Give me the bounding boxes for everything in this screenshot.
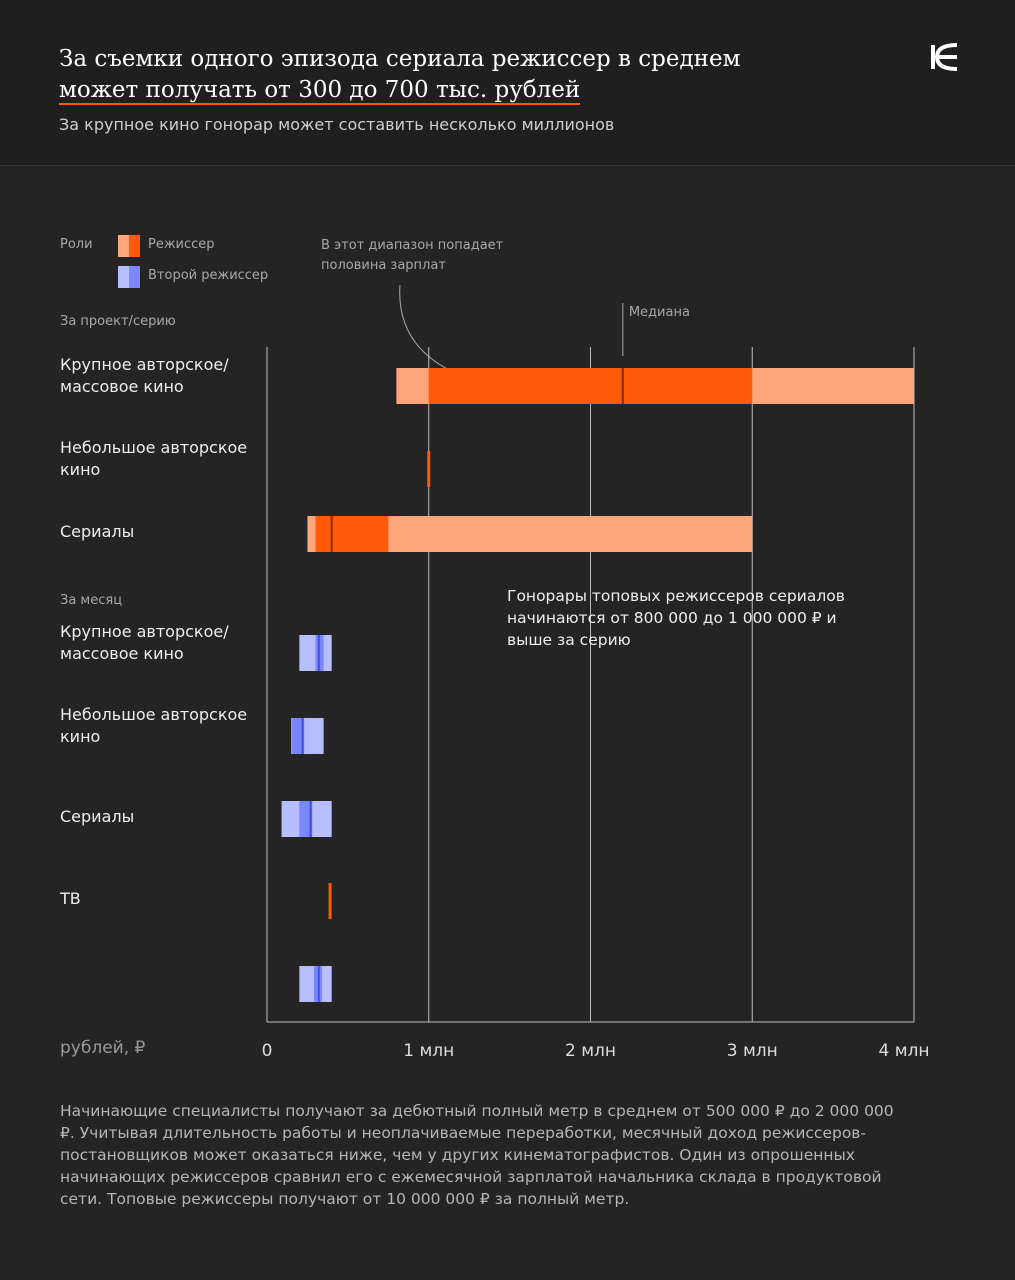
median-mark (301, 718, 304, 754)
median-mark (621, 368, 624, 404)
value-mark (328, 883, 332, 919)
title-line: За съемки одного эпизода сериала режиссе… (59, 46, 741, 72)
group-label: За месяц (60, 593, 123, 608)
x-tick-label: 0 (262, 1041, 273, 1061)
median-mark (317, 966, 320, 1002)
row-label: Небольшое авторское кино (60, 438, 248, 479)
interquartile-bar (315, 516, 389, 552)
legend-swatch (129, 266, 140, 288)
header: За съемки одного эпизода сериала режиссе… (0, 0, 1015, 166)
group-label: За проект/серию (60, 314, 176, 329)
logo (931, 43, 958, 71)
x-tick-label: 2 млн (565, 1041, 616, 1061)
x-axis-label: рублей, ₽ (60, 1038, 146, 1058)
x-tick-label: 1 млн (403, 1041, 454, 1061)
logo-mark (931, 43, 958, 71)
legend-swatch (129, 235, 140, 257)
median-mark (309, 801, 312, 837)
title: За съемки одного эпизода сериала режиссе… (59, 44, 879, 106)
interquartile-bar (292, 718, 305, 754)
median-mark (317, 635, 320, 671)
annotation-median: Медиана (628, 305, 690, 320)
row-label: Небольшое авторское кино (60, 705, 248, 746)
x-tick-label: 3 млн (727, 1041, 778, 1061)
legend-swatch (118, 235, 129, 257)
row-label: Сериалы (60, 522, 135, 541)
row-label: ТВ (60, 889, 81, 908)
annotation-range: В этот диапазон попадает половина зарпла… (321, 238, 504, 273)
annotation-note: Гонорары топовых режиссеров сериалов нач… (507, 587, 845, 649)
legend-label: Второй режиссер (148, 268, 269, 283)
legend-title: Роли (60, 237, 93, 252)
footnote: Начинающие специалисты получают за дебют… (60, 1102, 894, 1208)
row-label: Крупное авторское/ массовое кино (60, 622, 229, 663)
value-mark (427, 451, 431, 487)
row-label: Крупное авторское/ массовое кино (60, 355, 229, 396)
median-mark (330, 516, 333, 552)
legend-label: Режиссер (148, 237, 215, 252)
x-tick-label: 4 млн (878, 1041, 929, 1061)
subtitle: За крупное кино гонорар может составить … (59, 115, 615, 134)
legend-swatch (118, 266, 129, 288)
row-label: Сериалы (60, 807, 135, 826)
interquartile-bar (299, 801, 313, 837)
title-highlight: может получать от 300 до 700 тыс. рублей (59, 77, 581, 105)
interquartile-bar (428, 368, 753, 404)
